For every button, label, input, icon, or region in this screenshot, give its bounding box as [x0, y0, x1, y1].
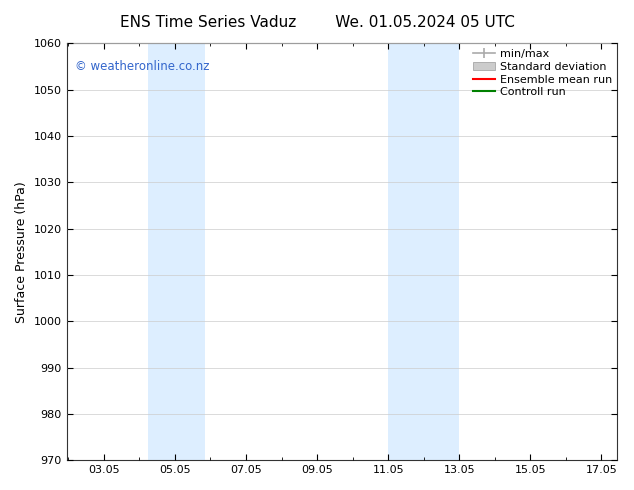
- Legend: min/max, Standard deviation, Ensemble mean run, Controll run: min/max, Standard deviation, Ensemble me…: [470, 47, 614, 99]
- Text: © weatheronline.co.nz: © weatheronline.co.nz: [75, 60, 209, 73]
- Text: ENS Time Series Vaduz        We. 01.05.2024 05 UTC: ENS Time Series Vaduz We. 01.05.2024 05 …: [120, 15, 514, 30]
- Y-axis label: Surface Pressure (hPa): Surface Pressure (hPa): [15, 181, 28, 323]
- Bar: [388, 44, 411, 460]
- Bar: [148, 44, 175, 460]
- Bar: [411, 44, 459, 460]
- Bar: [175, 44, 205, 460]
